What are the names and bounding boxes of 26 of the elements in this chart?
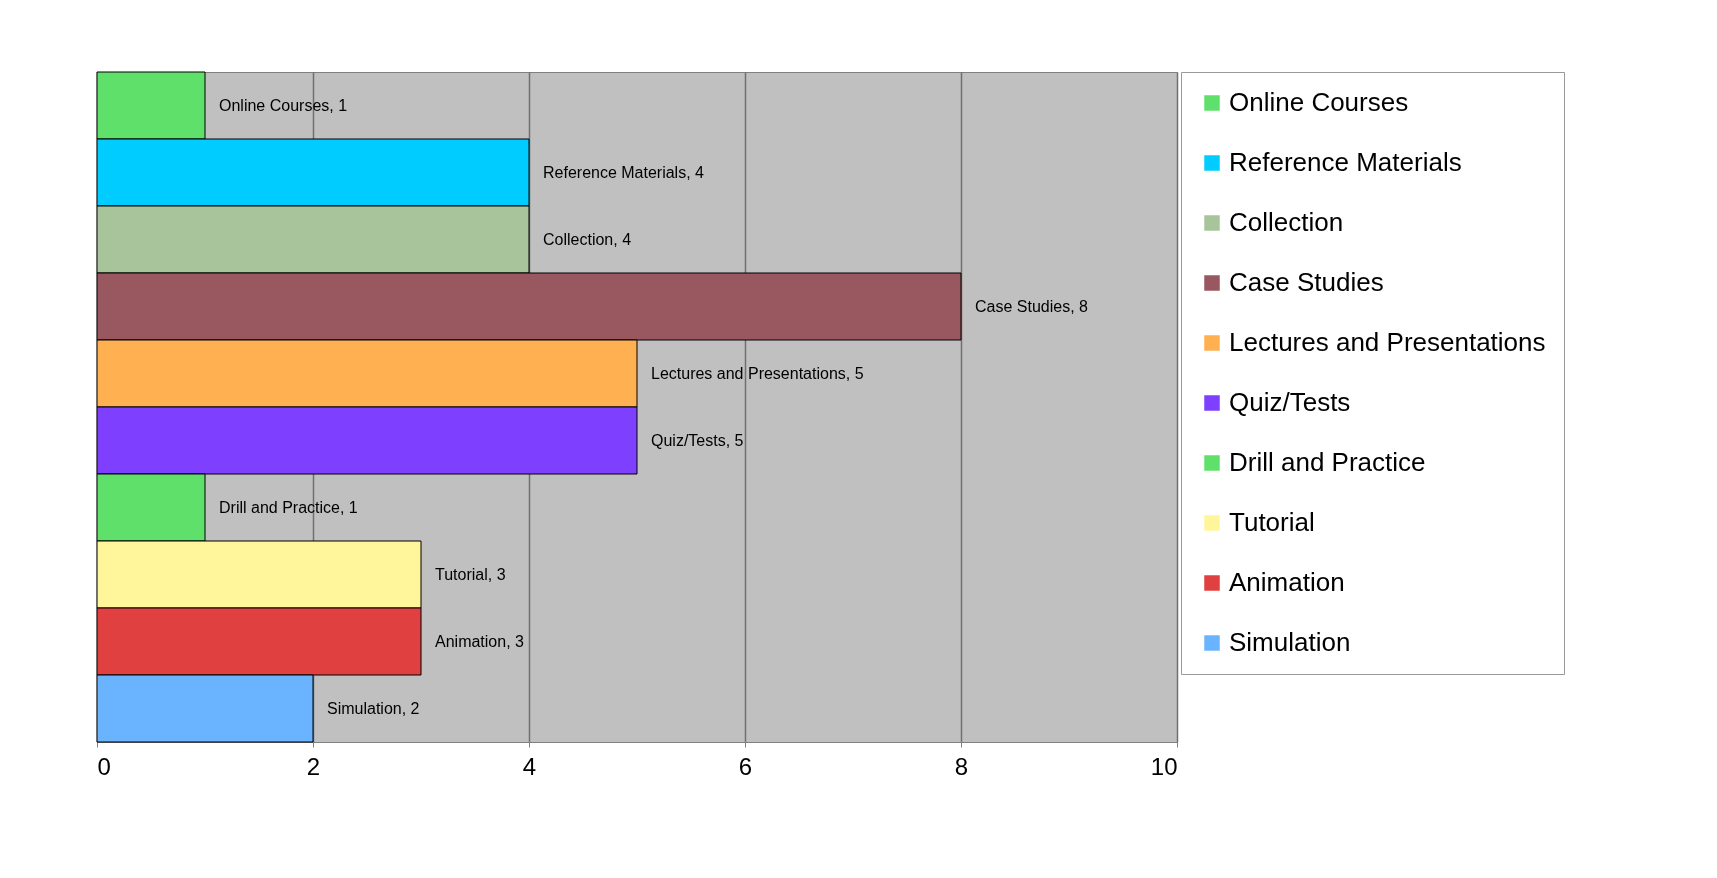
data-label: Lectures and Presentations, 5 [651,364,864,382]
data-label: Case Studies, 8 [975,297,1089,315]
x-tick-label: 4 [522,752,537,780]
data-label: Reference Materials, 4 [543,163,705,181]
legend-label: Animation [1229,567,1345,597]
data-label: Quiz/Tests, 5 [651,431,744,449]
legend-label: Quiz/Tests [1229,387,1351,417]
data-label: Drill and Practice, 1 [219,498,358,516]
x-tick-label: 0 [97,752,111,780]
legend-label: Reference Materials [1229,147,1462,177]
data-label: Collection, 4 [543,230,632,248]
data-label: Animation, 3 [435,632,525,650]
legend-label: Case Studies [1229,267,1384,297]
data-label: Simulation, 2 [327,699,420,717]
data-label: Tutorial, 3 [435,565,506,583]
x-tick-label: 2 [306,752,321,780]
legend-label: Drill and Practice [1229,447,1426,477]
x-tick-label: 8 [954,752,969,780]
legend-label: Simulation [1229,627,1351,657]
data-label: Online Courses, 1 [219,96,348,114]
legend-label: Collection [1229,207,1344,237]
x-tick-label: 10 [1150,752,1178,780]
legend-label: Online Courses [1229,87,1409,117]
x-tick-label: 6 [738,752,753,780]
legend-label: Tutorial [1229,507,1315,537]
legend-label: Lectures and Presentations [1229,327,1546,357]
